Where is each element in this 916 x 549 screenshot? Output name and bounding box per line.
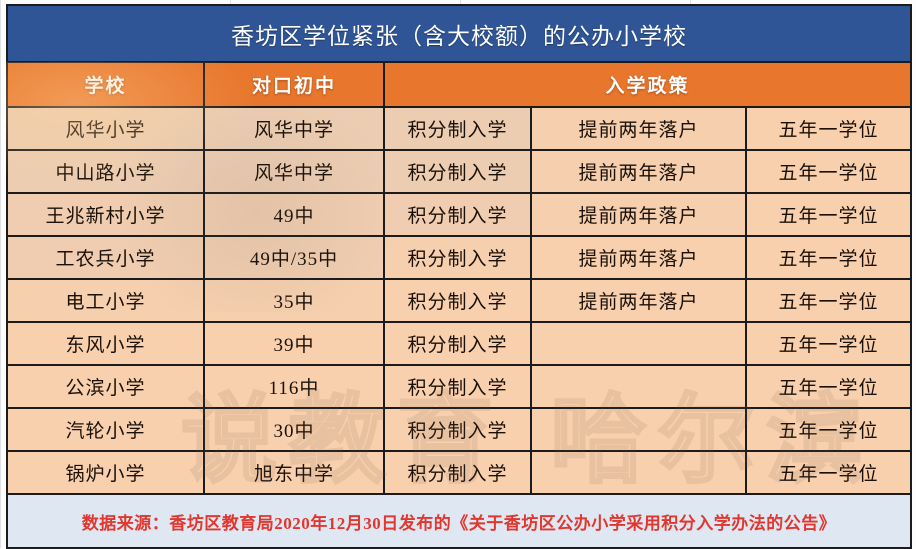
table-row: 东风小学 39中 积分制入学 五年一学位 bbox=[6, 321, 913, 366]
cell-school: 风华小学 bbox=[6, 106, 205, 151]
cell-policy-2 bbox=[530, 364, 747, 409]
cell-policy-1: 积分制入学 bbox=[383, 149, 532, 194]
cell-policy-3: 五年一学位 bbox=[744, 235, 913, 280]
page-title: 香坊区学位紧张（含大校额）的公办小学校 bbox=[5, 4, 913, 63]
cell-policy-1: 积分制入学 bbox=[383, 235, 532, 280]
table-row: 风华小学 风华中学 积分制入学 提前两年落户 五年一学位 bbox=[6, 106, 913, 151]
cell-policy-3: 五年一学位 bbox=[744, 364, 913, 409]
cell-policy-3: 五年一学位 bbox=[744, 450, 913, 495]
cell-school: 东风小学 bbox=[6, 321, 205, 366]
column-header-school: 学校 bbox=[6, 61, 205, 108]
table-container: 说教育 哈尔滨 香坊区学位紧张（含大校额）的公办小学校 学校 对口初中 入学政策 bbox=[5, 4, 913, 549]
cell-middle-school: 39中 bbox=[203, 321, 385, 366]
cell-middle-school: 30中 bbox=[203, 407, 385, 452]
cell-policy-2 bbox=[530, 321, 747, 366]
cell-policy-1: 积分制入学 bbox=[383, 106, 532, 151]
cell-policy-1: 积分制入学 bbox=[383, 407, 532, 452]
table-row: 工农兵小学 49中/35中 积分制入学 提前两年落户 五年一学位 bbox=[6, 235, 913, 280]
cell-policy-2: 提前两年落户 bbox=[530, 235, 747, 280]
cell-school: 汽轮小学 bbox=[6, 407, 205, 452]
cell-policy-1: 积分制入学 bbox=[383, 450, 532, 495]
table-row: 中山路小学 风华中学 积分制入学 提前两年落户 五年一学位 bbox=[6, 149, 913, 194]
cell-policy-2: 提前两年落户 bbox=[530, 149, 747, 194]
cell-school: 中山路小学 bbox=[6, 149, 205, 194]
cell-policy-1: 积分制入学 bbox=[383, 278, 532, 323]
cell-middle-school: 49中 bbox=[203, 192, 385, 237]
title-row: 香坊区学位紧张（含大校额）的公办小学校 bbox=[5, 4, 913, 63]
table-row: 汽轮小学 30中 积分制入学 五年一学位 bbox=[6, 407, 913, 452]
school-table: 香坊区学位紧张（含大校额）的公办小学校 学校 对口初中 入学政策 风华小学 风华… bbox=[5, 4, 913, 549]
cell-middle-school: 116中 bbox=[203, 364, 385, 409]
table-row: 锅炉小学 旭东中学 积分制入学 五年一学位 bbox=[6, 450, 913, 495]
cell-middle-school: 风华中学 bbox=[203, 149, 385, 194]
cell-policy-3: 五年一学位 bbox=[744, 407, 913, 452]
cell-policy-3: 五年一学位 bbox=[744, 192, 913, 237]
table-row: 王兆新村小学 49中 积分制入学 提前两年落户 五年一学位 bbox=[6, 192, 913, 237]
column-header-policy: 入学政策 bbox=[382, 61, 913, 108]
cell-policy-2: 提前两年落户 bbox=[530, 278, 747, 323]
cell-middle-school: 49中/35中 bbox=[203, 235, 385, 280]
data-source-note: 数据来源：香坊区教育局2020年12月30日发布的《关于香坊区公办小学采用积分入… bbox=[5, 493, 913, 549]
cell-policy-3: 五年一学位 bbox=[744, 278, 913, 323]
cell-policy-1: 积分制入学 bbox=[383, 364, 532, 409]
cell-school: 电工小学 bbox=[6, 278, 205, 323]
footer-row: 数据来源：香坊区教育局2020年12月30日发布的《关于香坊区公办小学采用积分入… bbox=[5, 493, 913, 549]
cell-policy-2: 提前两年落户 bbox=[530, 106, 747, 151]
cell-policy-3: 五年一学位 bbox=[744, 149, 913, 194]
cell-middle-school: 35中 bbox=[203, 278, 385, 323]
cell-middle-school: 风华中学 bbox=[203, 106, 385, 151]
cell-policy-1: 积分制入学 bbox=[383, 192, 532, 237]
column-header-middle-school: 对口初中 bbox=[203, 61, 385, 108]
cell-school: 工农兵小学 bbox=[6, 235, 205, 280]
cell-policy-1: 积分制入学 bbox=[383, 321, 532, 366]
cell-middle-school: 旭东中学 bbox=[203, 450, 385, 495]
cell-policy-2 bbox=[530, 450, 747, 495]
cell-policy-3: 五年一学位 bbox=[744, 321, 913, 366]
header-row: 学校 对口初中 入学政策 bbox=[6, 61, 913, 108]
table-row: 电工小学 35中 积分制入学 提前两年落户 五年一学位 bbox=[6, 278, 913, 323]
cell-policy-2: 提前两年落户 bbox=[530, 192, 747, 237]
cell-school: 王兆新村小学 bbox=[6, 192, 205, 237]
cell-school: 锅炉小学 bbox=[6, 450, 205, 495]
table-row: 公滨小学 116中 积分制入学 五年一学位 bbox=[6, 364, 913, 409]
cell-policy-2 bbox=[530, 407, 747, 452]
cell-school: 公滨小学 bbox=[6, 364, 205, 409]
cell-policy-3: 五年一学位 bbox=[744, 106, 913, 151]
